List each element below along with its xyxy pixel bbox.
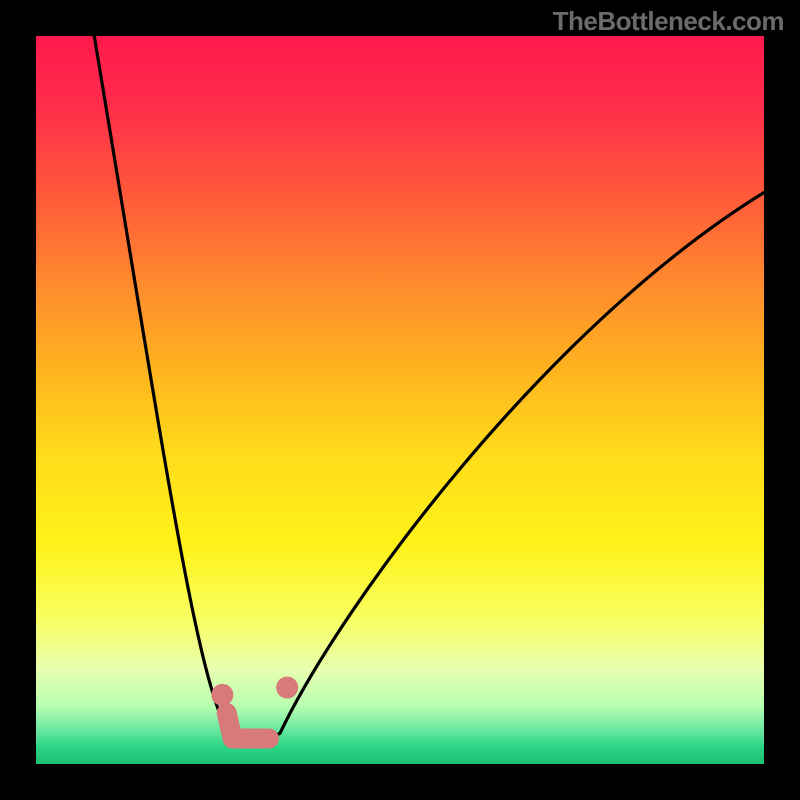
marker-dot-0 (211, 684, 233, 706)
chart-stage: TheBottleneck.com (0, 0, 800, 800)
gradient-background (36, 36, 764, 764)
chart-svg (0, 0, 800, 800)
marker-dot-1 (276, 677, 298, 699)
